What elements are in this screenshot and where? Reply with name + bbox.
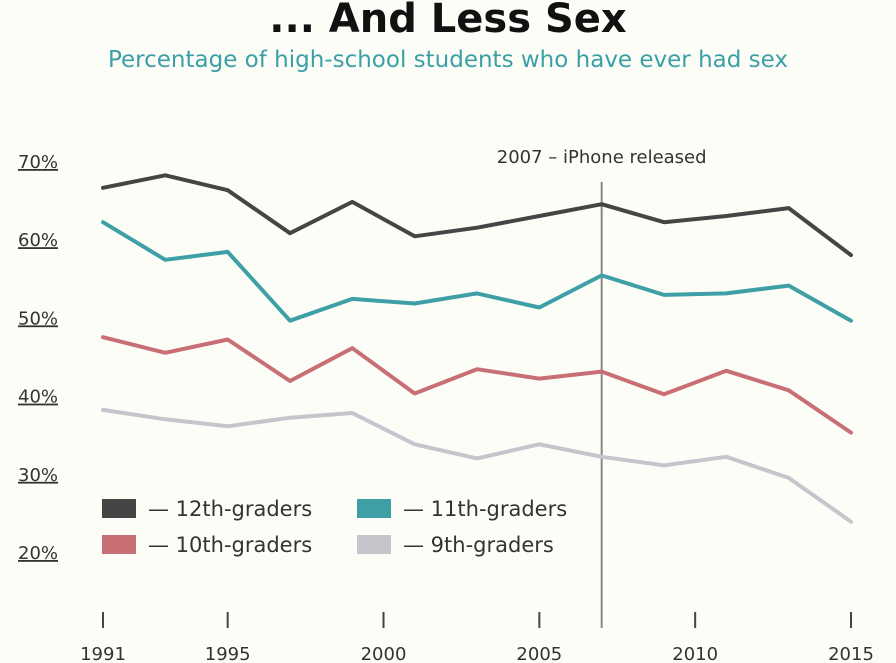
x-tick-label: 1995 bbox=[205, 644, 251, 663]
series-line-0 bbox=[101, 173, 853, 258]
series-line-2 bbox=[101, 335, 853, 435]
legend-swatch bbox=[102, 535, 136, 554]
legend: — 12th-graders — 11th-graders — 10th-grade… bbox=[102, 497, 567, 557]
y-tick-label: 20% bbox=[18, 543, 58, 564]
legend-label: — 10th-graders bbox=[148, 533, 312, 557]
series-line-3 bbox=[101, 407, 853, 524]
y-tick-label: 40% bbox=[18, 387, 58, 408]
x-axis: 1991 1995 2000 2005 2010 2015 bbox=[80, 612, 874, 663]
x-tick-label: 1991 bbox=[80, 644, 126, 663]
chart-title: ... And Less Sex bbox=[269, 0, 627, 42]
legend-label: — 12th-graders bbox=[148, 497, 312, 521]
y-tick-label: 70% bbox=[18, 152, 58, 173]
legend-swatch bbox=[102, 499, 136, 518]
x-tick-label: 2015 bbox=[828, 644, 874, 663]
series-lines bbox=[101, 173, 853, 524]
x-tick-label: 2010 bbox=[672, 644, 718, 663]
y-axis: 70% 60% 50% 40% 30% 20% bbox=[18, 152, 58, 564]
chart-subtitle: Percentage of high-school students who h… bbox=[108, 47, 788, 73]
iphone-annotation: 2007 – iPhone released bbox=[497, 147, 707, 168]
legend-swatch bbox=[357, 499, 391, 518]
x-tick-label: 2005 bbox=[516, 644, 562, 663]
series-line-1 bbox=[101, 220, 853, 323]
y-tick-label: 60% bbox=[18, 230, 58, 251]
x-tick-label: 2000 bbox=[361, 644, 407, 663]
legend-swatch bbox=[357, 535, 391, 554]
y-tick-label: 50% bbox=[18, 308, 58, 329]
y-tick-label: 30% bbox=[18, 465, 58, 486]
legend-label: — 11th-graders bbox=[403, 497, 567, 521]
legend-label: — 9th-graders bbox=[403, 533, 554, 557]
